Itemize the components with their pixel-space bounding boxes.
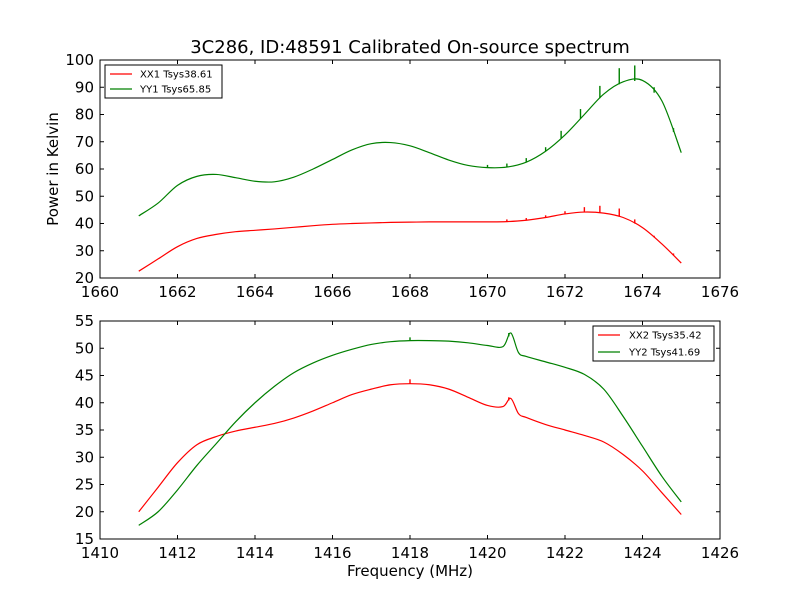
bottom-ticks: 1410 1412 1414 1416 1418 1420 1422 1424 1426 15 20…	[75, 312, 739, 562]
top-ticks: 1660 1662 1664 1666 1668 1670 1672 1674 1676 20 30…	[65, 51, 739, 301]
bottom-x-tick-label: 1426	[701, 544, 739, 562]
series-line-xx2	[138, 383, 682, 515]
top-legend-box	[104, 64, 223, 99]
bottom-x-tick-label: 1410	[81, 544, 119, 562]
bottom-x-tick-label: 1420	[468, 544, 506, 562]
legend-label-xx1: XX1 Tsys38.61	[140, 70, 213, 81]
bottom-y-tick-label: 25	[75, 476, 94, 494]
top-y-tick-label: 100	[65, 51, 94, 69]
top-x-tick-label: 1662	[158, 283, 196, 301]
top-x-tick-label: 1670	[468, 283, 506, 301]
top-y-axis-label: Power in Kelvin	[44, 112, 62, 226]
bottom-x-tick-label: 1422	[546, 544, 584, 562]
top-y-tick-label: 20	[75, 269, 94, 287]
top-x-tick-label: 1660	[81, 283, 119, 301]
top-y-tick-label: 30	[75, 242, 94, 260]
top-y-tick-label: 60	[75, 160, 94, 178]
legend-label-yy1: YY1 Tsys65.85	[139, 85, 211, 96]
chart-title: 3C286, ID:48591 Calibrated On-source spe…	[190, 37, 630, 58]
top-x-tick-label: 1672	[546, 283, 584, 301]
top-x-tick-label: 1668	[391, 283, 429, 301]
bottom-legend-box	[592, 325, 715, 362]
bottom-series-group	[138, 332, 682, 526]
bottom-x-tick-label: 1424	[623, 544, 661, 562]
top-x-tick-label: 1676	[701, 283, 739, 301]
bottom-y-tick-label: 15	[75, 530, 94, 548]
top-y-tick-label: 50	[75, 187, 94, 205]
series-line-yy1	[138, 78, 682, 217]
bottom-x-tick-label: 1418	[391, 544, 429, 562]
bottom-y-tick-label: 20	[75, 503, 94, 521]
top-x-tick-label: 1664	[236, 283, 274, 301]
top-x-tick-label: 1666	[313, 283, 351, 301]
series-line-yy2	[138, 332, 682, 526]
bottom-x-tick-label: 1416	[313, 544, 351, 562]
top-spectrum-axes: 3C286, ID:48591 Calibrated On-source spe…	[44, 37, 739, 301]
bottom-y-tick-label: 45	[75, 367, 94, 385]
bottom-x-tick-label: 1414	[236, 544, 274, 562]
legend-label-xx2: XX2 Tsys35.42	[629, 331, 702, 342]
bottom-y-tick-label: 30	[75, 448, 94, 466]
legend-label-yy2: YY2 Tsys41.69	[628, 348, 700, 359]
top-legend: XX1 Tsys38.61 YY1 Tsys65.85	[104, 64, 223, 99]
top-x-tick-label: 1674	[623, 283, 661, 301]
top-y-tick-label: 70	[75, 133, 94, 151]
bottom-legend: XX2 Tsys35.42 YY2 Tsys41.69	[592, 325, 715, 362]
bottom-spectrum-axes: Frequency (MHz) 1410 1412 1414 1416 1418 1420…	[75, 312, 739, 580]
top-y-tick-label: 40	[75, 215, 94, 233]
series-line-xx1	[138, 211, 682, 272]
bottom-y-tick-label: 50	[75, 339, 94, 357]
bottom-y-tick-label: 35	[75, 421, 94, 439]
bottom-y-tick-label: 55	[75, 312, 94, 330]
top-y-tick-label: 80	[75, 106, 94, 124]
bottom-y-tick-label: 40	[75, 394, 94, 412]
bottom-x-axis-label: Frequency (MHz)	[347, 562, 473, 580]
top-series-group	[138, 65, 682, 272]
bottom-x-tick-label: 1412	[158, 544, 196, 562]
top-y-tick-label: 90	[75, 78, 94, 96]
